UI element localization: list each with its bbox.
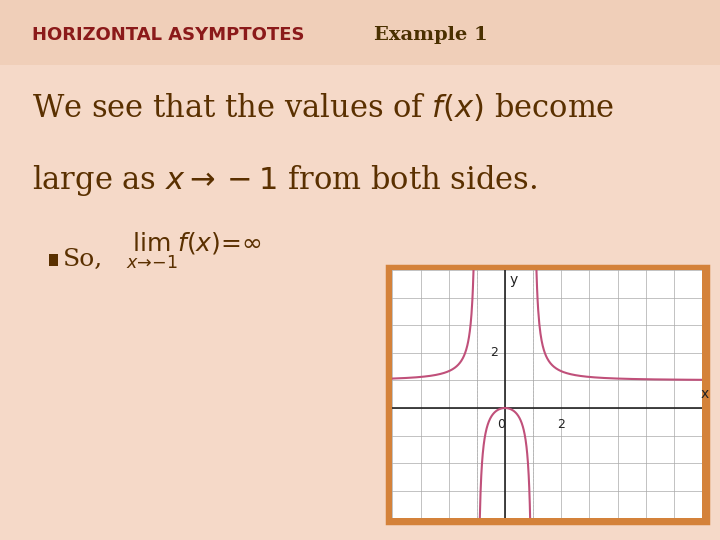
Text: y: y <box>509 273 518 287</box>
Bar <box>49 254 58 266</box>
Bar <box>0 0 720 65</box>
Text: large as $x \rightarrow -1$ from both sides.: large as $x \rightarrow -1$ from both si… <box>32 164 538 198</box>
Text: x: x <box>701 387 709 401</box>
Text: 2: 2 <box>490 346 498 359</box>
Text: 0: 0 <box>497 417 505 431</box>
Text: $\lim_{x \to -1} f(x) = \infty$: $\lim_{x \to -1} f(x) = \infty$ <box>126 231 261 271</box>
Text: 2: 2 <box>557 417 565 431</box>
FancyBboxPatch shape <box>387 266 708 523</box>
Text: We see that the values of $f(x)$ become: We see that the values of $f(x)$ become <box>32 92 615 124</box>
Text: HORIZONTAL ASYMPTOTES: HORIZONTAL ASYMPTOTES <box>32 26 305 44</box>
Text: Example 1: Example 1 <box>374 26 488 44</box>
Text: So,: So, <box>63 248 104 271</box>
